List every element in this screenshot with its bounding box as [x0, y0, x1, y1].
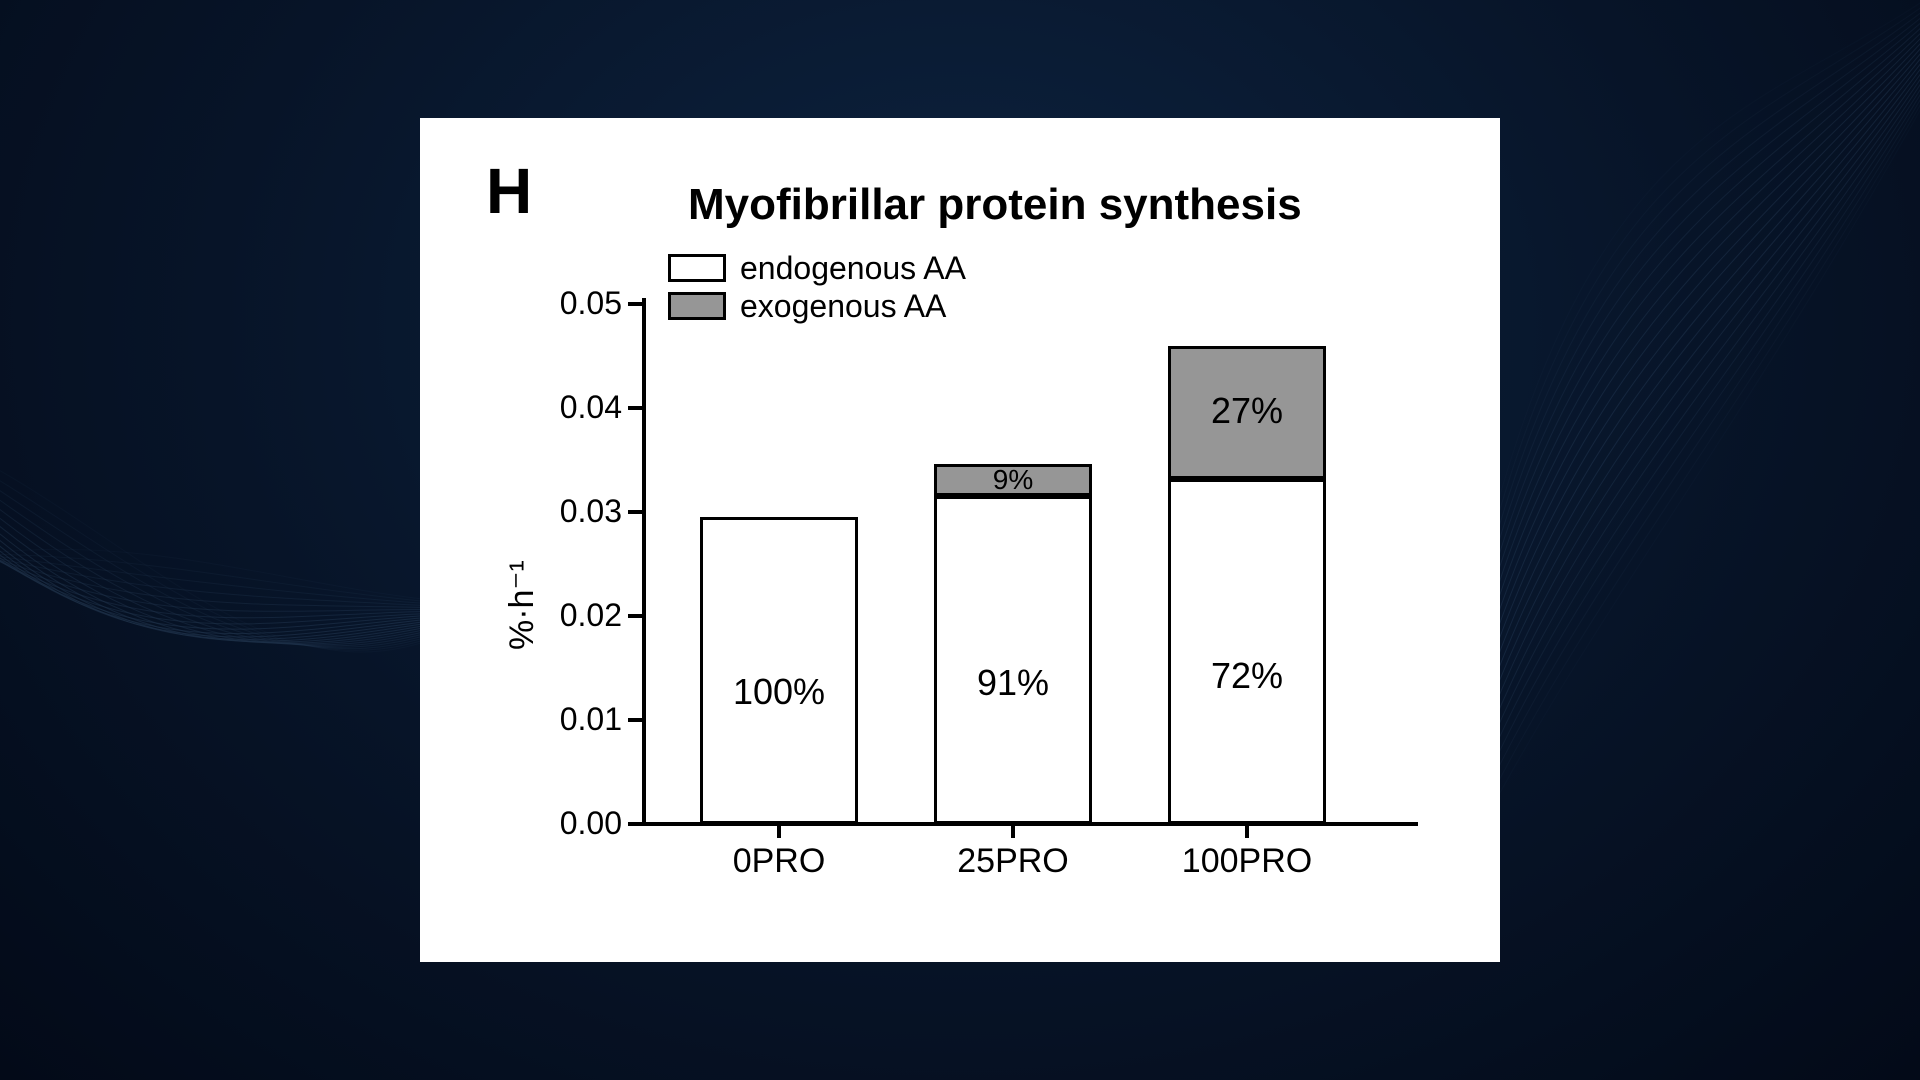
y-tick [628, 614, 642, 618]
y-axis-label: %·h⁻¹ [502, 560, 542, 650]
bar-segment-endogenous [1168, 479, 1326, 824]
legend-item: endogenous AA [668, 252, 966, 284]
bar-segment-label: 27% [1168, 390, 1326, 432]
y-tick [628, 406, 642, 410]
legend-swatch [668, 254, 726, 282]
bar-segment-endogenous [934, 496, 1092, 824]
bar-group: 100% [700, 304, 858, 824]
bar-segment-label: 100% [700, 671, 858, 713]
panel-label: H [486, 154, 532, 228]
bar-segment-label: 72% [1168, 655, 1326, 697]
x-tick [777, 824, 781, 838]
y-tick-label: 0.05 [544, 285, 622, 322]
y-tick-label: 0.00 [544, 805, 622, 842]
x-tick-label: 0PRO [689, 842, 869, 881]
slide-background: H Myofibrillar protein synthesis endogen… [0, 0, 1920, 1080]
y-axis [642, 298, 646, 824]
y-tick [628, 510, 642, 514]
bar-group: 72% 27% [1168, 304, 1326, 824]
y-tick [628, 822, 642, 826]
y-tick-label: 0.02 [544, 597, 622, 634]
chart-card: H Myofibrillar protein synthesis endogen… [420, 118, 1500, 962]
legend-label: endogenous AA [740, 252, 966, 284]
x-tick [1245, 824, 1249, 838]
y-tick [628, 302, 642, 306]
bar-segment-label: 9% [934, 464, 1092, 496]
chart-title: Myofibrillar protein synthesis [688, 180, 1302, 230]
x-tick-label: 25PRO [923, 842, 1103, 881]
bar-segment-label: 91% [934, 662, 1092, 704]
bar-group: 91% 9% [934, 304, 1092, 824]
x-tick-label: 100PRO [1157, 842, 1337, 881]
y-tick-label: 0.04 [544, 389, 622, 426]
y-tick-label: 0.03 [544, 493, 622, 530]
x-tick [1011, 824, 1015, 838]
y-tick-label: 0.01 [544, 701, 622, 738]
plot-area: 0.000.010.020.030.040.05100%0PRO91%9%25P… [642, 304, 1418, 824]
y-tick [628, 718, 642, 722]
